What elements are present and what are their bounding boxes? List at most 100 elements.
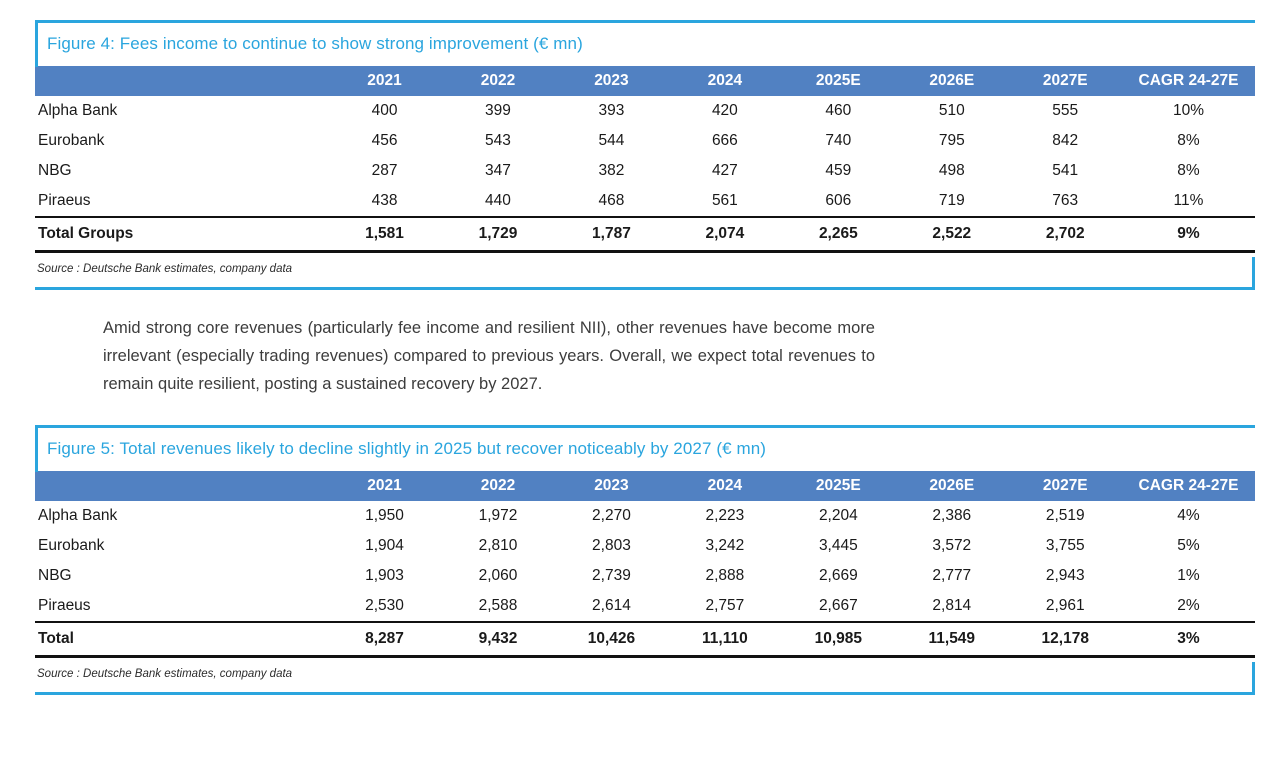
value-cell: 10,985 bbox=[781, 621, 896, 658]
value-cell: 1,787 bbox=[554, 216, 669, 253]
value-cell: 606 bbox=[825, 192, 852, 209]
value-cell: 498 bbox=[938, 162, 965, 179]
value-cell: 9,432 bbox=[441, 621, 555, 658]
value-cell: 2,519 bbox=[1045, 507, 1085, 524]
total-row: Total 8,287 9,432 10,426 11,110 10,985 11,549 1… bbox=[35, 621, 1255, 658]
value-cell: 11,549 bbox=[895, 621, 1009, 658]
value-cell: 2,204 bbox=[818, 507, 858, 524]
value-cell: 3% bbox=[1121, 621, 1255, 658]
table-row: Eurobank 1,904 2,810 2,803 3,242 3,445 3,572 3,… bbox=[35, 531, 1255, 561]
value-cell: 2,803 bbox=[592, 537, 631, 554]
row-label: Alpha Bank bbox=[38, 102, 118, 119]
value-cell: 3,242 bbox=[705, 537, 745, 554]
table-row: Alpha Bank 400 399 393 420 460 510 555 10% bbox=[35, 96, 1255, 126]
table-row: Piraeus 2,530 2,588 2,614 2,757 2,667 2,814 2,9… bbox=[35, 591, 1255, 622]
value-cell: 11,110 bbox=[668, 621, 782, 658]
row-label: Piraeus bbox=[38, 192, 91, 209]
value-cell: 2,702 bbox=[1008, 216, 1122, 253]
figure-5-table: 2021 2022 2023 2024 2025E 2026E 2027E CAGR 24-2… bbox=[35, 471, 1255, 658]
column-header: CAGR 24-27E bbox=[1121, 66, 1255, 96]
value-cell: 544 bbox=[598, 132, 625, 149]
value-cell: 456 bbox=[371, 132, 398, 149]
value-cell: 2,888 bbox=[705, 567, 745, 584]
column-header: 2023 bbox=[554, 66, 669, 96]
table-row: Alpha Bank 1,950 1,972 2,270 2,223 2,204 2,386… bbox=[35, 501, 1255, 531]
column-header: 2025E bbox=[781, 471, 896, 501]
value-cell: 763 bbox=[1052, 192, 1079, 209]
value-cell: 5% bbox=[1177, 537, 1200, 554]
row-label: Eurobank bbox=[38, 537, 105, 554]
value-cell: 2,530 bbox=[365, 597, 404, 614]
column-header: 2022 bbox=[441, 471, 555, 501]
table-row: Piraeus 438 440 468 561 606 719 763 11% bbox=[35, 186, 1255, 217]
figure-5-title: Figure 5: Total revenues likely to decli… bbox=[47, 439, 767, 458]
value-cell: 3,755 bbox=[1045, 537, 1085, 554]
value-cell: 2,270 bbox=[592, 507, 631, 524]
value-cell: 1,950 bbox=[365, 507, 404, 524]
figure-4-title: Figure 4: Fees income to continue to sho… bbox=[47, 34, 583, 53]
value-cell: 420 bbox=[711, 102, 738, 119]
figure-5-source: Source : Deutsche Bank estimates, compan… bbox=[37, 668, 293, 680]
value-cell: 12,178 bbox=[1008, 621, 1122, 658]
figure-5-block: Figure 5: Total revenues likely to decli… bbox=[35, 425, 1255, 695]
row-label: Eurobank bbox=[38, 132, 105, 149]
value-cell: 2,757 bbox=[705, 597, 745, 614]
column-header: 2023 bbox=[554, 471, 669, 501]
value-cell: 3,445 bbox=[818, 537, 858, 554]
value-cell: 4% bbox=[1177, 507, 1200, 524]
value-cell: 2,814 bbox=[932, 597, 972, 614]
value-cell: 719 bbox=[938, 192, 965, 209]
value-cell: 740 bbox=[825, 132, 852, 149]
value-cell: 287 bbox=[371, 162, 398, 179]
value-cell: 2,614 bbox=[592, 597, 631, 614]
value-cell: 2% bbox=[1177, 597, 1200, 614]
figure-4-block: Figure 4: Fees income to continue to sho… bbox=[35, 20, 1255, 290]
row-label: Alpha Bank bbox=[38, 507, 118, 524]
value-cell: 795 bbox=[938, 132, 965, 149]
table-header-row: 2021 2022 2023 2024 2025E 2026E 2027E CAGR 24-2… bbox=[35, 471, 1255, 501]
value-cell: 842 bbox=[1052, 132, 1079, 149]
value-cell: 347 bbox=[485, 162, 511, 179]
column-header: 2026E bbox=[895, 66, 1009, 96]
table-row: NBG 1,903 2,060 2,739 2,888 2,669 2,777 2,943 1% bbox=[35, 561, 1255, 591]
value-cell: 10% bbox=[1172, 102, 1204, 119]
value-cell: 393 bbox=[598, 102, 625, 119]
column-header: 2026E bbox=[895, 471, 1009, 501]
value-cell: 2,961 bbox=[1045, 597, 1085, 614]
table-row: NBG 287 347 382 427 459 498 541 8% bbox=[35, 156, 1255, 186]
value-cell: 382 bbox=[598, 162, 625, 179]
column-header: CAGR 24-27E bbox=[1121, 471, 1255, 501]
value-cell: 666 bbox=[711, 132, 738, 149]
value-cell: 561 bbox=[711, 192, 738, 209]
table-row: Eurobank 456 543 544 666 740 795 842 8% bbox=[35, 126, 1255, 156]
commentary-paragraph: Amid strong core revenues (particularly … bbox=[103, 319, 875, 393]
column-header bbox=[35, 471, 328, 501]
value-cell: 1,972 bbox=[478, 507, 518, 524]
value-cell: 8% bbox=[1177, 132, 1200, 149]
column-header: 2025E bbox=[781, 66, 896, 96]
value-cell: 2,386 bbox=[932, 507, 972, 524]
column-header: 2024 bbox=[668, 471, 782, 501]
value-cell: 460 bbox=[825, 102, 852, 119]
value-cell: 2,074 bbox=[668, 216, 782, 253]
column-header: 2027E bbox=[1008, 471, 1122, 501]
value-cell: 2,810 bbox=[478, 537, 518, 554]
value-cell: 2,522 bbox=[895, 216, 1009, 253]
value-cell: 427 bbox=[711, 162, 738, 179]
value-cell: 11% bbox=[1173, 192, 1204, 209]
value-cell: 1,729 bbox=[441, 216, 555, 253]
value-cell: 440 bbox=[485, 192, 511, 209]
value-cell: 2,588 bbox=[478, 597, 518, 614]
value-cell: 541 bbox=[1052, 162, 1079, 179]
value-cell: 555 bbox=[1052, 102, 1079, 119]
value-cell: 543 bbox=[485, 132, 511, 149]
row-label: NBG bbox=[38, 567, 72, 584]
column-header: 2022 bbox=[441, 66, 555, 96]
value-cell: 2,060 bbox=[478, 567, 518, 584]
value-cell: 2,739 bbox=[592, 567, 631, 584]
value-cell: 3,572 bbox=[932, 537, 972, 554]
value-cell: 1% bbox=[1177, 567, 1200, 584]
figure-4-source: Source : Deutsche Bank estimates, compan… bbox=[37, 263, 293, 275]
value-cell: 1,903 bbox=[365, 567, 404, 584]
